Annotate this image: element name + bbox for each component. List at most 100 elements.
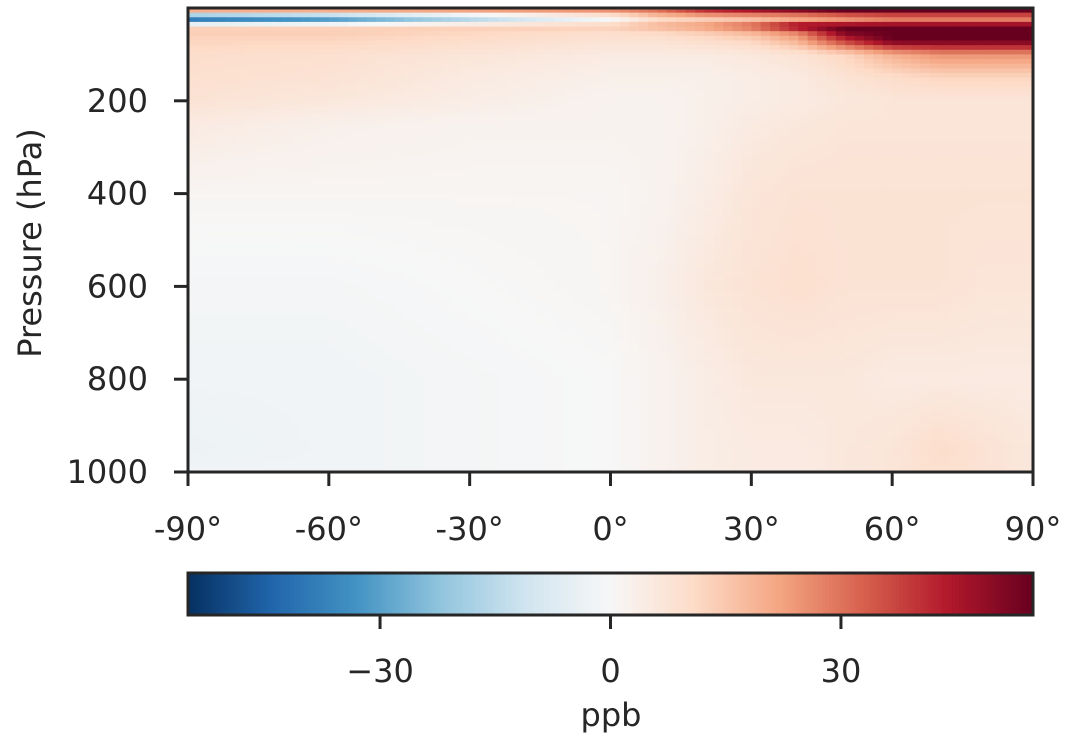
heatmap-cell: [939, 133, 950, 139]
heatmap-cell: [723, 202, 734, 209]
heatmap-cell: [272, 72, 283, 79]
heatmap-cell: [685, 240, 696, 246]
heatmap-cell: [582, 170, 593, 176]
heatmap-cell: [948, 40, 959, 46]
heatmap-cell: [845, 175, 856, 181]
heatmap-cell: [526, 212, 536, 218]
heatmap-cell: [995, 198, 1006, 204]
heatmap-cell: [197, 170, 208, 176]
heatmap-cell: [882, 165, 893, 171]
heatmap-cell: [995, 137, 1006, 144]
heatmap-cell: [366, 184, 377, 190]
heatmap-cell: [873, 188, 884, 195]
heatmap-cell: [403, 235, 414, 241]
heatmap-cell: [817, 40, 828, 46]
heatmap-cell: [807, 82, 818, 88]
heatmap-cell: [704, 45, 715, 51]
heatmap-cell: [910, 198, 921, 204]
heatmap-cell: [723, 31, 734, 37]
heatmap-cell: [591, 161, 602, 167]
heatmap-cell: [873, 105, 884, 111]
heatmap-cell: [704, 68, 715, 74]
heatmap-cell: [648, 253, 659, 260]
heatmap-cell: [469, 96, 480, 102]
heatmap-cell: [253, 40, 264, 46]
heatmap-cell: [723, 100, 734, 107]
heatmap-cell: [939, 156, 950, 162]
heatmap-cell: [910, 45, 921, 51]
heatmap-cell: [347, 258, 358, 264]
heatmap-cell: [619, 249, 630, 255]
heatmap-cell: [253, 59, 264, 65]
heatmap-cell: [263, 193, 274, 199]
heatmap-cell: [272, 49, 283, 55]
heatmap-cell: [516, 175, 527, 181]
heatmap-cell: [638, 216, 649, 223]
heatmap-cell: [601, 137, 612, 144]
heatmap-cell: [788, 133, 799, 139]
heatmap-cell: [328, 72, 339, 79]
heatmap-cell: [206, 31, 217, 37]
heatmap-cell: [741, 165, 752, 171]
heatmap-cell: [357, 17, 367, 23]
heatmap-cell: [629, 54, 640, 60]
heatmap-cell: [328, 77, 339, 83]
heatmap-cell: [826, 175, 837, 181]
heatmap-cell: [516, 170, 527, 176]
heatmap-cell: [526, 77, 536, 83]
heatmap-cell: [366, 21, 377, 28]
heatmap-cell: [432, 82, 443, 88]
heatmap-cell: [948, 161, 959, 167]
heatmap-cell: [338, 105, 349, 111]
heatmap-cell: [385, 188, 396, 195]
heatmap-cell: [479, 226, 490, 232]
heatmap-cell: [366, 82, 377, 88]
heatmap-cell: [1004, 31, 1015, 37]
heatmap-cell: [657, 45, 668, 51]
heatmap-cell: [826, 184, 837, 190]
heatmap-cell: [995, 96, 1006, 102]
heatmap-cell: [666, 91, 677, 97]
heatmap-cell: [798, 170, 809, 176]
heatmap-cell: [1004, 12, 1015, 18]
heatmap-cell: [310, 128, 321, 134]
heatmap-cell: [413, 147, 424, 153]
heatmap-cell: [516, 249, 527, 255]
heatmap-cell: [413, 77, 424, 83]
heatmap-cell: [826, 96, 837, 102]
heatmap-cell: [300, 230, 311, 236]
heatmap-cell: [864, 68, 874, 74]
heatmap-cell: [197, 184, 208, 190]
heatmap-cell: [629, 49, 640, 55]
heatmap-cell: [422, 100, 433, 107]
heatmap-cell: [591, 193, 602, 199]
heatmap-cell: [563, 12, 574, 18]
heatmap-cell: [657, 170, 668, 176]
heatmap-cell: [422, 105, 433, 111]
heatmap-cell: [666, 249, 677, 255]
heatmap-cell: [826, 100, 837, 107]
heatmap-cell: [272, 165, 283, 171]
heatmap-cell: [450, 156, 461, 162]
heatmap-cell: [432, 147, 443, 153]
heatmap-cell: [629, 31, 640, 37]
heatmap-cell: [939, 207, 950, 213]
heatmap-cell: [338, 235, 349, 241]
heatmap-cell: [591, 216, 602, 223]
heatmap-cell: [741, 54, 752, 60]
heatmap-cell: [685, 165, 696, 171]
heatmap-cell: [854, 244, 865, 250]
heatmap-cell: [601, 244, 612, 250]
heatmap-cell: [234, 193, 245, 199]
heatmap-cell: [798, 147, 809, 153]
heatmap-cell: [244, 12, 255, 18]
heatmap-cell: [638, 124, 649, 130]
heatmap-cell: [263, 184, 274, 190]
heatmap-cell: [291, 119, 302, 125]
heatmap-cell: [864, 26, 874, 32]
heatmap-cell: [685, 17, 696, 23]
heatmap-cell: [582, 207, 593, 213]
heatmap-cell: [507, 105, 518, 111]
heatmap-cell: [291, 137, 302, 144]
heatmap-cell: [1014, 175, 1025, 181]
